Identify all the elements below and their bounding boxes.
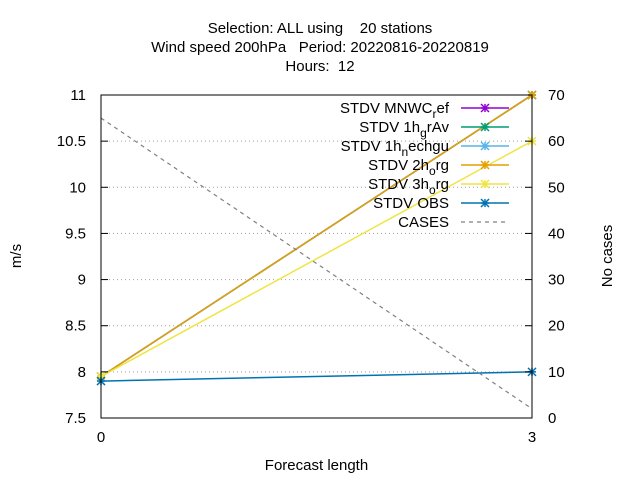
- legend-swatch-marker: [480, 122, 490, 132]
- legend-label: STDV 1hnechgu: [341, 138, 449, 159]
- legend-label: STDV 3horg: [368, 176, 449, 197]
- x-tick-label: 0: [97, 429, 105, 446]
- y2-tick-label: 40: [548, 225, 565, 242]
- x-axis-label: Forecast length: [265, 457, 368, 474]
- y2-tick-label: 60: [548, 133, 565, 150]
- y2-tick-label: 10: [548, 364, 565, 381]
- y2-tick-label: 30: [548, 272, 565, 289]
- legend-swatch-marker: [480, 179, 490, 189]
- y-tick-label: 7.5: [65, 410, 86, 427]
- y2-axis-label: No cases: [599, 225, 616, 288]
- legend-swatch-marker: [480, 103, 490, 113]
- legend-swatch-marker: [480, 198, 490, 208]
- legend-swatch-marker: [480, 141, 490, 151]
- legend-label: STDV MNWCref: [340, 100, 450, 121]
- plot-frame: [100, 94, 533, 419]
- series-line-3: [100, 94, 533, 378]
- chart-title: Selection: ALL using 20 stations Wind spe…: [151, 20, 489, 75]
- title-line-3: Hours: 12: [285, 58, 354, 75]
- y-tick-label: 11: [70, 87, 86, 104]
- y2-tick-label: 50: [548, 179, 565, 196]
- y2-tick-label: 70: [548, 87, 565, 104]
- y-tick-label: 10.5: [57, 133, 86, 150]
- legend-label: STDV 2horg: [368, 157, 449, 178]
- y-tick-label: 10: [69, 179, 86, 196]
- legend-label: STDV 1hgrAv: [359, 119, 449, 140]
- y-tick-label: 9.5: [65, 225, 86, 242]
- title-line-1: Selection: ALL using 20 stations: [208, 20, 433, 37]
- series-line-4: [100, 140, 533, 378]
- y2-tick-label: 0: [548, 410, 556, 427]
- series-line-5: [100, 371, 533, 382]
- y-tick-label: 8.5: [65, 318, 86, 335]
- y-tick-label: 8: [78, 364, 86, 381]
- legend-swatch-marker: [480, 160, 490, 170]
- series-layer: [96, 90, 537, 410]
- legend-label: STDV OBS: [373, 195, 449, 212]
- legend-label: CASES: [398, 214, 449, 231]
- title-line-2: Wind speed 200hPa Period: 20220816-20220…: [151, 39, 489, 56]
- x-tick-label: 3: [528, 429, 536, 446]
- y2-tick-label: 20: [548, 318, 565, 335]
- y-tick-label: 9: [78, 272, 86, 289]
- y-axis-label: m/s: [8, 244, 25, 268]
- series-line-6: [100, 117, 533, 410]
